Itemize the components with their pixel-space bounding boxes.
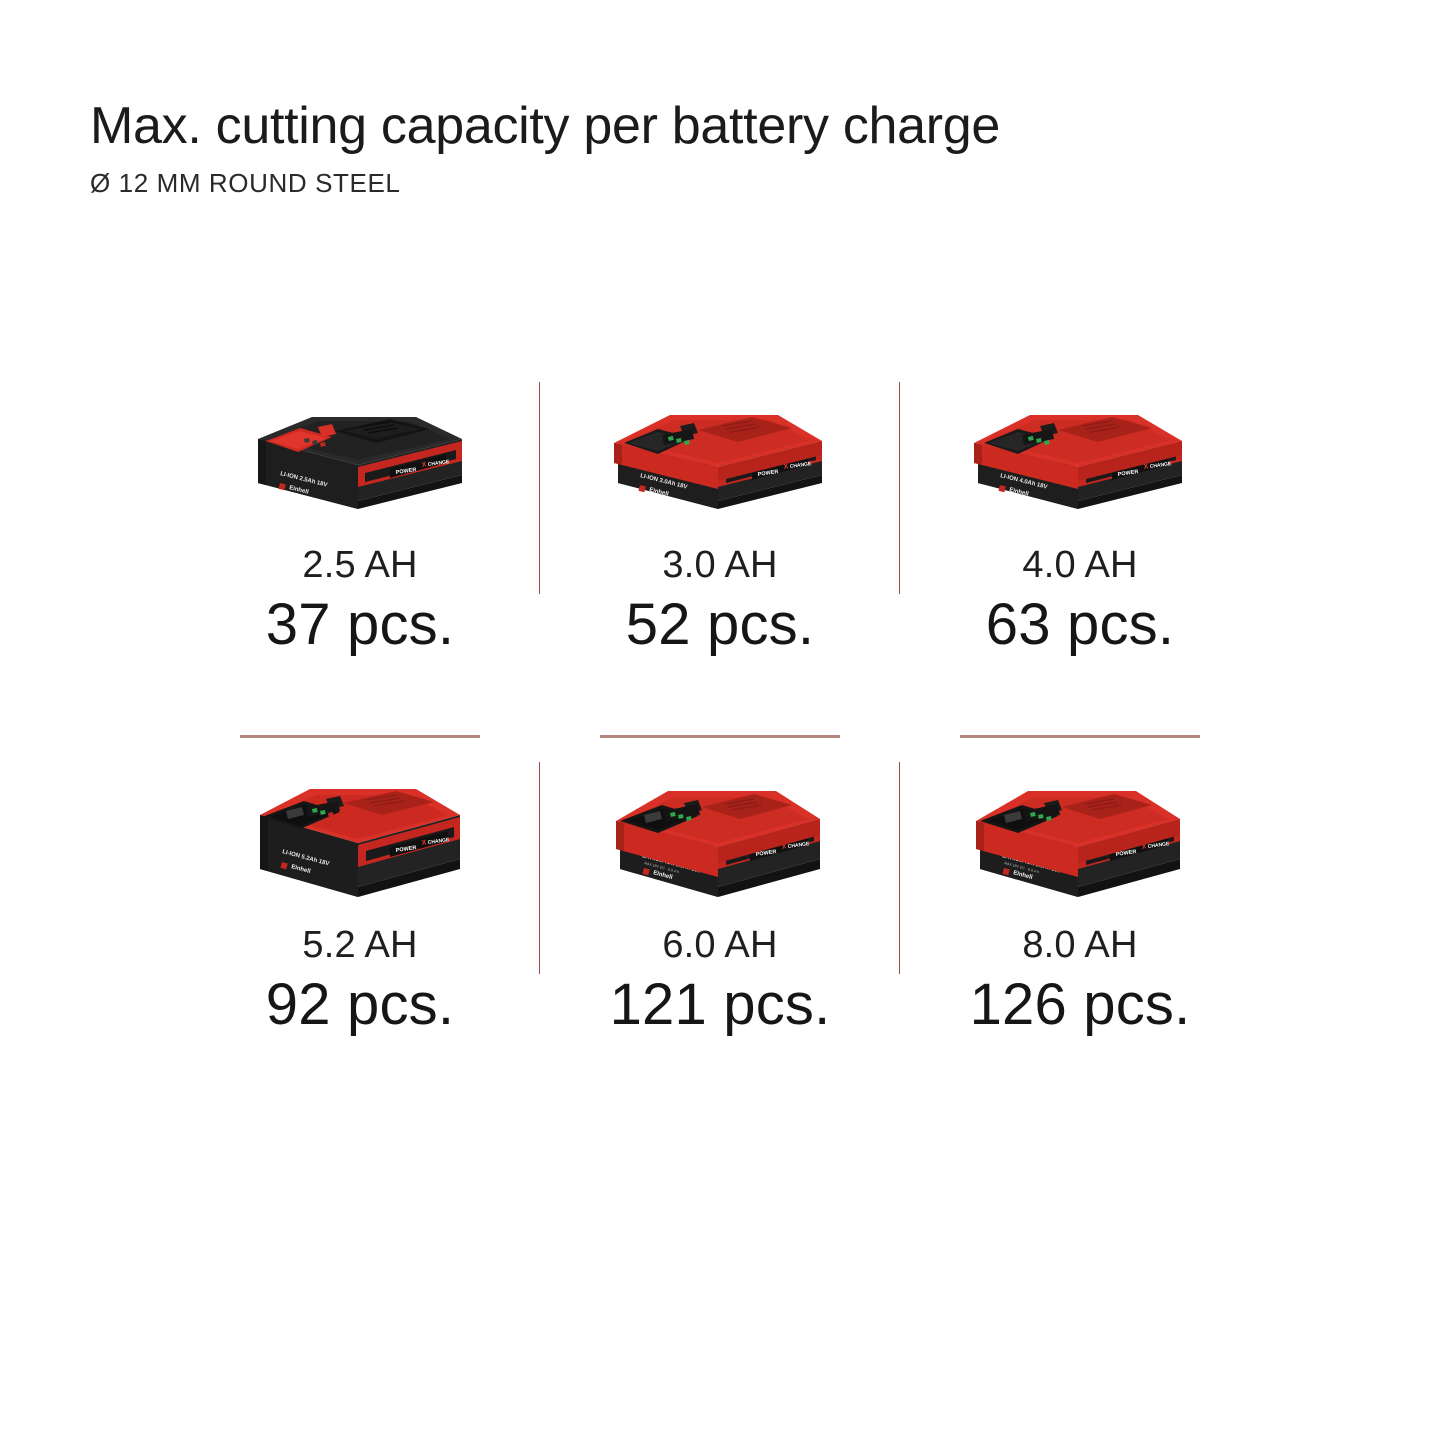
battery-labels-5-2ah: 5.2 AH 92 pcs. bbox=[266, 926, 454, 1034]
battery-cell-8-0ah: POWER X CHANGE LITHIUM-ION 8.0Ah 18V MAX… bbox=[900, 750, 1260, 1130]
capacity-label: 2.5 AH bbox=[302, 544, 418, 586]
compact-red-battery-icon: POWER X CHANGE LI-ION 4.0Ah 18V Einhell bbox=[974, 415, 1182, 509]
svg-text:POWER: POWER bbox=[395, 845, 416, 854]
column-divider bbox=[539, 762, 540, 974]
battery-labels-4-0ah: 4.0 AH 63 pcs. bbox=[986, 546, 1174, 654]
battery-cell-5-2ah: POWER X CHANGE LI-ION 5.2Ah 18V Einhell bbox=[180, 750, 540, 1130]
battery-cell-2-5ah: POWER X CHANGE LI-ION 2.5Ah 18V Einhell bbox=[180, 370, 540, 750]
svg-text:X: X bbox=[1143, 463, 1149, 471]
capacity-label: 3.0 AH bbox=[662, 544, 778, 586]
row-divider bbox=[240, 735, 480, 738]
capacity-label: 6.0 AH bbox=[662, 924, 778, 966]
svg-text:Einhell: Einhell bbox=[652, 870, 673, 881]
battery-image-8-0ah: POWER X CHANGE LITHIUM-ION 8.0Ah 18V MAX… bbox=[950, 758, 1210, 918]
svg-text:CHANGE: CHANGE bbox=[789, 461, 812, 470]
svg-text:CHANGE: CHANGE bbox=[427, 837, 450, 846]
battery-labels-2-5ah: 2.5 AH 37 pcs. bbox=[266, 546, 454, 654]
compact-black-battery-icon: POWER X CHANGE LI-ION 2.5Ah 18V Einhell bbox=[258, 417, 462, 509]
battery-image-4-0ah: POWER X CHANGE LI-ION 4.0Ah 18V Einhell bbox=[950, 378, 1210, 538]
capacity-label: 4.0 AH bbox=[1022, 544, 1138, 586]
battery-image-2-5ah: POWER X CHANGE LI-ION 2.5Ah 18V Einhell bbox=[230, 378, 490, 538]
svg-text:Einhell: Einhell bbox=[1009, 487, 1030, 498]
battery-labels-3-0ah: 3.0 AH 52 pcs. bbox=[626, 546, 814, 654]
count-value: 126 pcs. bbox=[969, 972, 1191, 1037]
capacity-label: 8.0 AH bbox=[1022, 924, 1138, 966]
svg-text:Einhell: Einhell bbox=[290, 864, 311, 875]
svg-text:Einhell: Einhell bbox=[1012, 870, 1033, 881]
page-title: Max. cutting capacity per battery charge bbox=[90, 97, 1001, 155]
battery-labels-8-0ah: 8.0 AH 126 pcs. bbox=[970, 926, 1191, 1034]
svg-text:CHANGE: CHANGE bbox=[1149, 461, 1172, 470]
battery-image-3-0ah: POWER X CHANGE LI-ION 3.0Ah 18V Einhell bbox=[590, 378, 850, 538]
chunky-black-battery-icon: POWER X CHANGE LI-ION 5.2Ah 18V Einhell bbox=[260, 789, 460, 897]
count-value: 63 pcs. bbox=[985, 592, 1175, 657]
svg-text:X: X bbox=[783, 463, 789, 471]
svg-text:CHANGE: CHANGE bbox=[787, 841, 810, 850]
battery-image-6-0ah: POWER X CHANGE LITHIUM-ION 6.0Ah 18V MAX… bbox=[590, 758, 850, 918]
svg-text:POWER: POWER bbox=[755, 849, 776, 858]
chunky-red-battery-icon: POWER X CHANGE LITHIUM-ION 6.0Ah 18V MAX… bbox=[616, 791, 820, 897]
svg-text:POWER: POWER bbox=[757, 469, 778, 478]
header: Max. cutting capacity per battery charge… bbox=[90, 98, 1290, 199]
battery-cell-6-0ah: POWER X CHANGE LITHIUM-ION 6.0Ah 18V MAX… bbox=[540, 750, 900, 1130]
compact-red-battery-icon: POWER X CHANGE LI-ION 3.0Ah 18V Einhell bbox=[614, 415, 822, 509]
svg-text:CHANGE: CHANGE bbox=[1147, 841, 1170, 850]
page-subtitle: Ø 12 MM ROUND STEEL bbox=[90, 168, 401, 199]
svg-text:Einhell: Einhell bbox=[649, 487, 670, 498]
svg-text:CHANGE: CHANGE bbox=[427, 459, 450, 468]
svg-text:POWER: POWER bbox=[1117, 469, 1138, 478]
battery-cell-3-0ah: POWER X CHANGE LI-ION 3.0Ah 18V Einhell bbox=[540, 370, 900, 750]
svg-text:X: X bbox=[781, 843, 787, 851]
count-value: 92 pcs. bbox=[265, 972, 455, 1037]
svg-text:X: X bbox=[421, 461, 427, 469]
chunky-red-battery-icon: POWER X CHANGE LITHIUM-ION 8.0Ah 18V MAX… bbox=[976, 791, 1180, 897]
battery-grid: POWER X CHANGE LI-ION 2.5Ah 18V Einhell bbox=[180, 370, 1260, 1130]
column-divider bbox=[899, 382, 900, 594]
row-divider bbox=[960, 735, 1200, 738]
column-divider bbox=[899, 762, 900, 974]
count-value: 37 pcs. bbox=[265, 592, 455, 657]
battery-cell-4-0ah: POWER X CHANGE LI-ION 4.0Ah 18V Einhell bbox=[900, 370, 1260, 750]
row-divider bbox=[600, 735, 840, 738]
battery-labels-6-0ah: 6.0 AH 121 pcs. bbox=[610, 926, 831, 1034]
svg-text:POWER: POWER bbox=[1115, 849, 1136, 858]
capacity-label: 5.2 AH bbox=[302, 924, 418, 966]
column-divider bbox=[539, 382, 540, 594]
battery-image-5-2ah: POWER X CHANGE LI-ION 5.2Ah 18V Einhell bbox=[230, 758, 490, 918]
svg-text:X: X bbox=[1141, 843, 1147, 851]
count-value: 52 pcs. bbox=[625, 592, 815, 657]
svg-text:X: X bbox=[421, 839, 427, 847]
count-value: 121 pcs. bbox=[609, 972, 831, 1037]
svg-text:Einhell: Einhell bbox=[289, 485, 310, 496]
svg-text:POWER: POWER bbox=[395, 467, 416, 476]
